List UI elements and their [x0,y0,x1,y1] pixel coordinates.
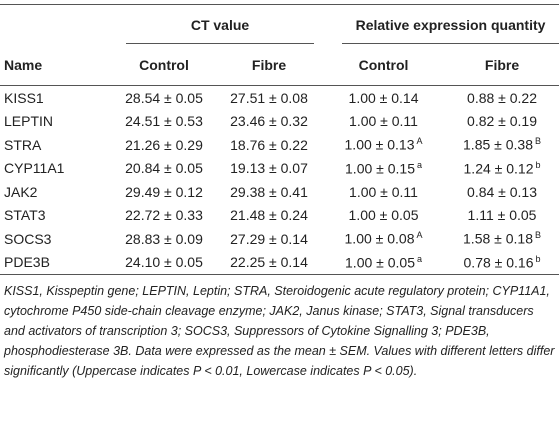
significance-letter: B [534,136,541,147]
cell: 0.88 ± 0.22 [467,89,537,106]
gene-name: PDE3B [0,250,112,275]
column-header: Fibre [445,45,559,86]
cell: 29.49 ± 0.12 [125,183,203,200]
significance-letter: b [535,159,541,170]
table-row: KISS1 28.54 ± 0.05 27.51 ± 0.08 1.00 ± 0.14… [0,86,559,110]
group-header: CT value [112,5,322,46]
cell: 24.51 ± 0.53 [125,113,203,130]
gene-name: LEPTIN [4,113,54,130]
cell: 0.82 ± 0.19 [467,113,537,130]
cell: 27.29 ± 0.14 [230,230,308,247]
cell-value: 1.00 ± 0.15 [345,160,415,177]
cell-value: 1.85 ± 0.38 [463,137,533,154]
cell: 28.83 ± 0.09 [125,230,203,247]
column-header: Control [112,45,216,86]
significance-letter: A [416,230,423,241]
cell: 27.51 ± 0.08 [230,89,308,106]
cell: 1.00 ± 0.13 A [322,133,445,157]
cell: 24.10 ± 0.05 [112,250,216,275]
gene-name: KISS1 [4,89,44,106]
cell: 0.78 ± 0.16 b [445,250,559,275]
gene-name: SOCS3 [4,230,52,247]
table-row: PDE3B 24.10 ± 0.05 22.25 ± 0.14 1.00 ± 0.05… [0,250,559,275]
cell: 1.11 ± 0.05 [467,207,537,224]
cell-value: 0.78 ± 0.16 [463,254,534,271]
table-row: STAT3 22.72 ± 0.33 21.48 ± 0.24 1.00 ± 0.05… [0,204,559,228]
cell: 1.00 ± 0.11 [349,183,418,200]
gene-name: STAT3 [4,207,46,224]
cell: 21.48 ± 0.24 [230,207,308,224]
footnote: KISS1, Kisspeptin gene; LEPTIN, Leptin; … [4,284,555,378]
significance-letter: a [416,253,422,264]
significance-letter: a [416,159,422,170]
cell: 20.84 ± 0.05 [125,160,203,177]
cell: 1.00 ± 0.11 [349,113,418,130]
cell: 23.46 ± 0.32 [230,113,308,130]
cell: 18.76 ± 0.22 [230,136,308,153]
cell: 1.00 ± 0.15 a [322,157,445,181]
gene-name: STRA [4,136,42,153]
cell: 1.00 ± 0.05 a [322,250,446,275]
table-row: JAK2 29.49 ± 0.12 29.38 ± 0.41 1.00 ± 0.11 0… [0,180,559,204]
group-header-text: CT value [126,7,315,44]
cell-value: 1.58 ± 0.18 [463,231,533,248]
blank [0,5,112,46]
cell: 22.72 ± 0.33 [125,207,203,224]
cell-value: 1.00 ± 0.05 [345,254,415,271]
cell: 1.24 ± 0.12 b [445,157,559,181]
group-header-text: Relative expression quantity [342,7,559,44]
cell: 22.25 ± 0.14 [216,250,323,275]
cell: 1.00 ± 0.08 A [322,227,445,251]
page: CT value Relative expression quantity Na… [0,4,559,444]
cell: 19.13 ± 0.07 [230,160,308,177]
column-header: Name [0,45,112,86]
table-body: KISS1 28.54 ± 0.05 27.51 ± 0.08 1.00 ± 0.14… [0,86,559,275]
table-row: CYP11A1 20.84 ± 0.05 19.13 ± 0.07 1.00 ± 0.… [0,157,559,181]
column-header: Control [322,45,446,86]
cell-value: 1.24 ± 0.12 [463,160,534,177]
cell: 21.26 ± 0.29 [125,136,203,153]
significance-letter: B [534,230,541,241]
column-header: Fibre [216,45,323,86]
table-row: STRA 21.26 ± 0.29 18.76 ± 0.22 1.00 ± 0.13 A… [0,133,559,157]
table-row: LEPTIN 24.51 ± 0.53 23.46 ± 0.32 1.00 ± 0.1… [0,110,559,134]
cell: 28.54 ± 0.05 [125,89,203,106]
cell: 1.00 ± 0.14 [348,89,419,106]
cell-value: 1.00 ± 0.13 [344,137,415,154]
gene-name: CYP11A1 [4,160,65,177]
header-row: Name Control Fibre Control Fibre [0,45,559,86]
significance-letter: b [535,253,541,264]
data-table: CT value Relative expression quantity Na… [0,4,559,275]
cell: 1.00 ± 0.05 [348,207,419,224]
group-header: Relative expression quantity [322,5,559,46]
cell: 29.38 ± 0.41 [230,183,308,200]
cell-value: 1.00 ± 0.08 [344,231,415,248]
cell: 0.84 ± 0.13 [467,183,537,200]
cell: 1.85 ± 0.38 B [445,133,559,157]
table-row: SOCS3 28.83 ± 0.09 27.29 ± 0.14 1.00 ± 0.08… [0,227,559,251]
gene-name: JAK2 [4,183,38,200]
cell: 1.58 ± 0.18 B [445,227,559,251]
significance-letter: A [416,136,423,147]
